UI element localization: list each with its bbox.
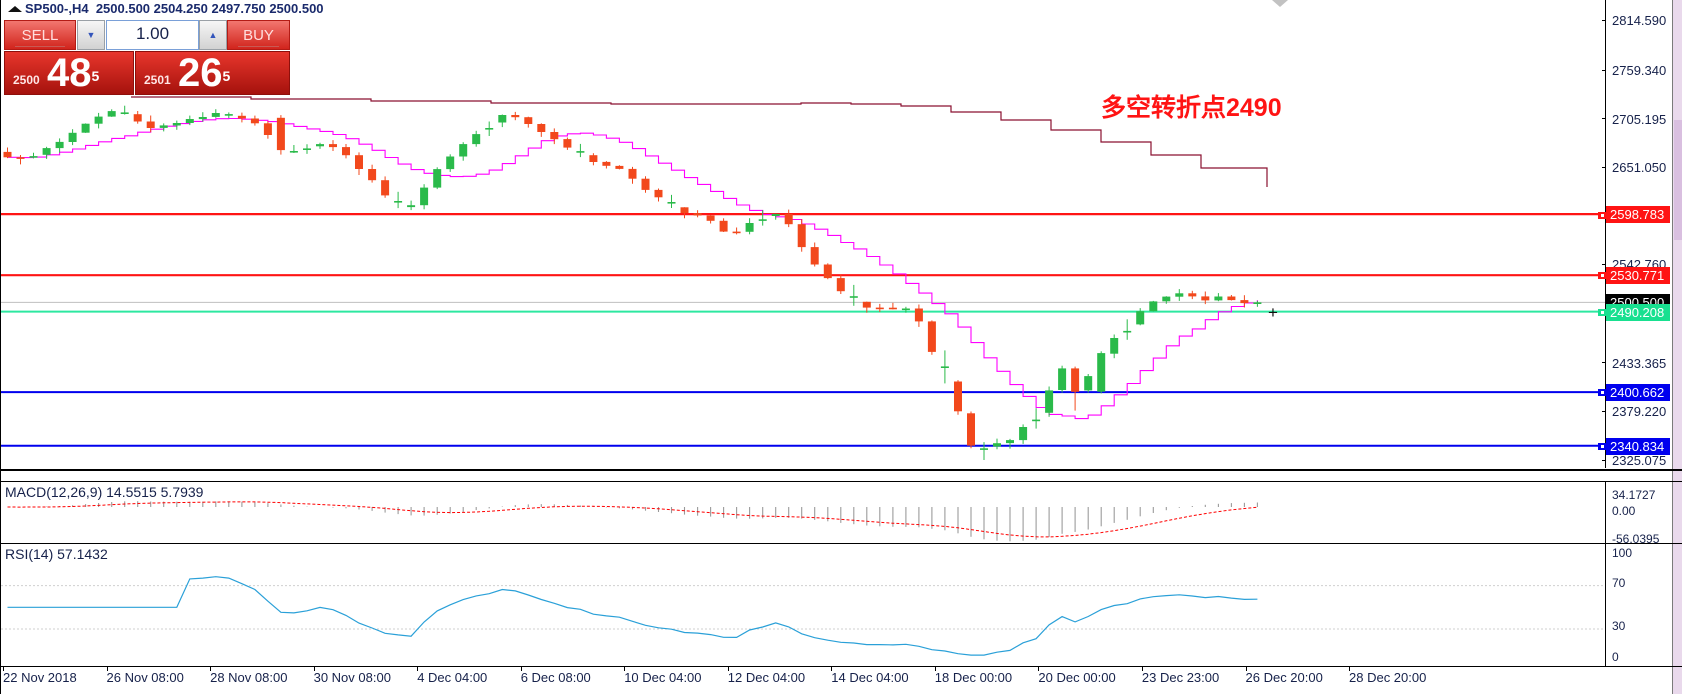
svg-text:+: +: [1268, 303, 1278, 322]
